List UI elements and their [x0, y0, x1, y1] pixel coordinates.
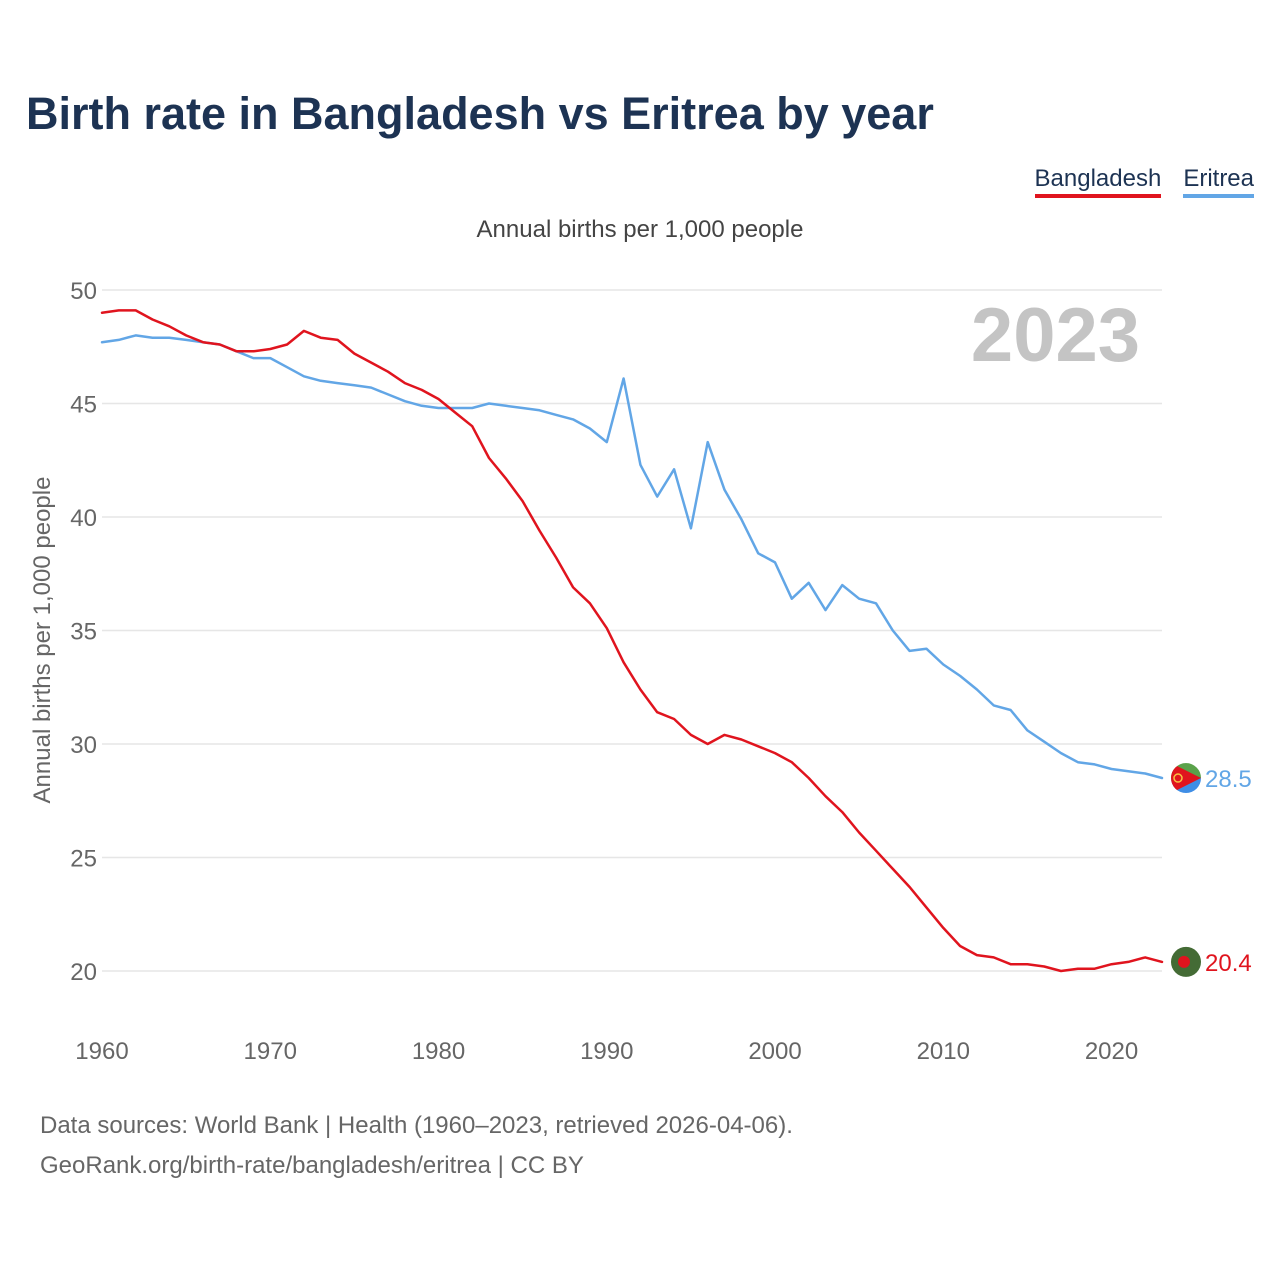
chart-title: Birth rate in Bangladesh vs Eritrea by y…: [26, 88, 934, 139]
x-tick-label-1980: 1980: [412, 1038, 465, 1065]
source-note: Data sources: World Bank | Health (1960–…: [40, 1106, 793, 1186]
y-tick-label-25: 25: [70, 846, 97, 873]
x-tick-label-1960: 1960: [75, 1038, 128, 1065]
y-tick-label-50: 50: [70, 278, 97, 305]
y-axis-label: Annual births per 1,000 people: [29, 477, 56, 804]
source-line-2[interactable]: GeoRank.org/birth-rate/bangladesh/eritre…: [40, 1152, 584, 1179]
chart-subtitle: Annual births per 1,000 people: [476, 216, 804, 243]
x-tick-label-2000: 2000: [748, 1038, 801, 1065]
y-tick-label-30: 30: [70, 732, 97, 759]
end-label-bangladesh: 20.4: [1205, 950, 1252, 977]
year-label: 2023: [971, 293, 1140, 378]
x-tick-label-1970: 1970: [244, 1038, 297, 1065]
y-tick-label-40: 40: [70, 505, 97, 532]
end-label-eritrea: 28.5: [1205, 766, 1252, 793]
y-tick-label-45: 45: [70, 392, 97, 419]
x-tick-label-2010: 2010: [917, 1038, 970, 1065]
x-tick-label-2020: 2020: [1085, 1038, 1138, 1065]
legend-item-bangladesh[interactable]: Bangladesh: [1034, 165, 1162, 199]
y-tick-label-20: 20: [70, 959, 97, 986]
legend-item-eritrea[interactable]: Eritrea: [1183, 165, 1254, 199]
legend: Bangladesh Eritrea: [1034, 165, 1254, 199]
flag-bangladesh-icon: [1171, 946, 1201, 977]
x-tick-label-1990: 1990: [580, 1038, 633, 1065]
series-line-eritrea: [100, 334, 1164, 780]
y-tick-label-35: 35: [70, 619, 97, 646]
flag-eritrea-icon: [1171, 763, 1201, 794]
source-line-1: Data sources: World Bank | Health (1960–…: [40, 1112, 793, 1139]
series-line-bangladesh: [100, 309, 1164, 973]
